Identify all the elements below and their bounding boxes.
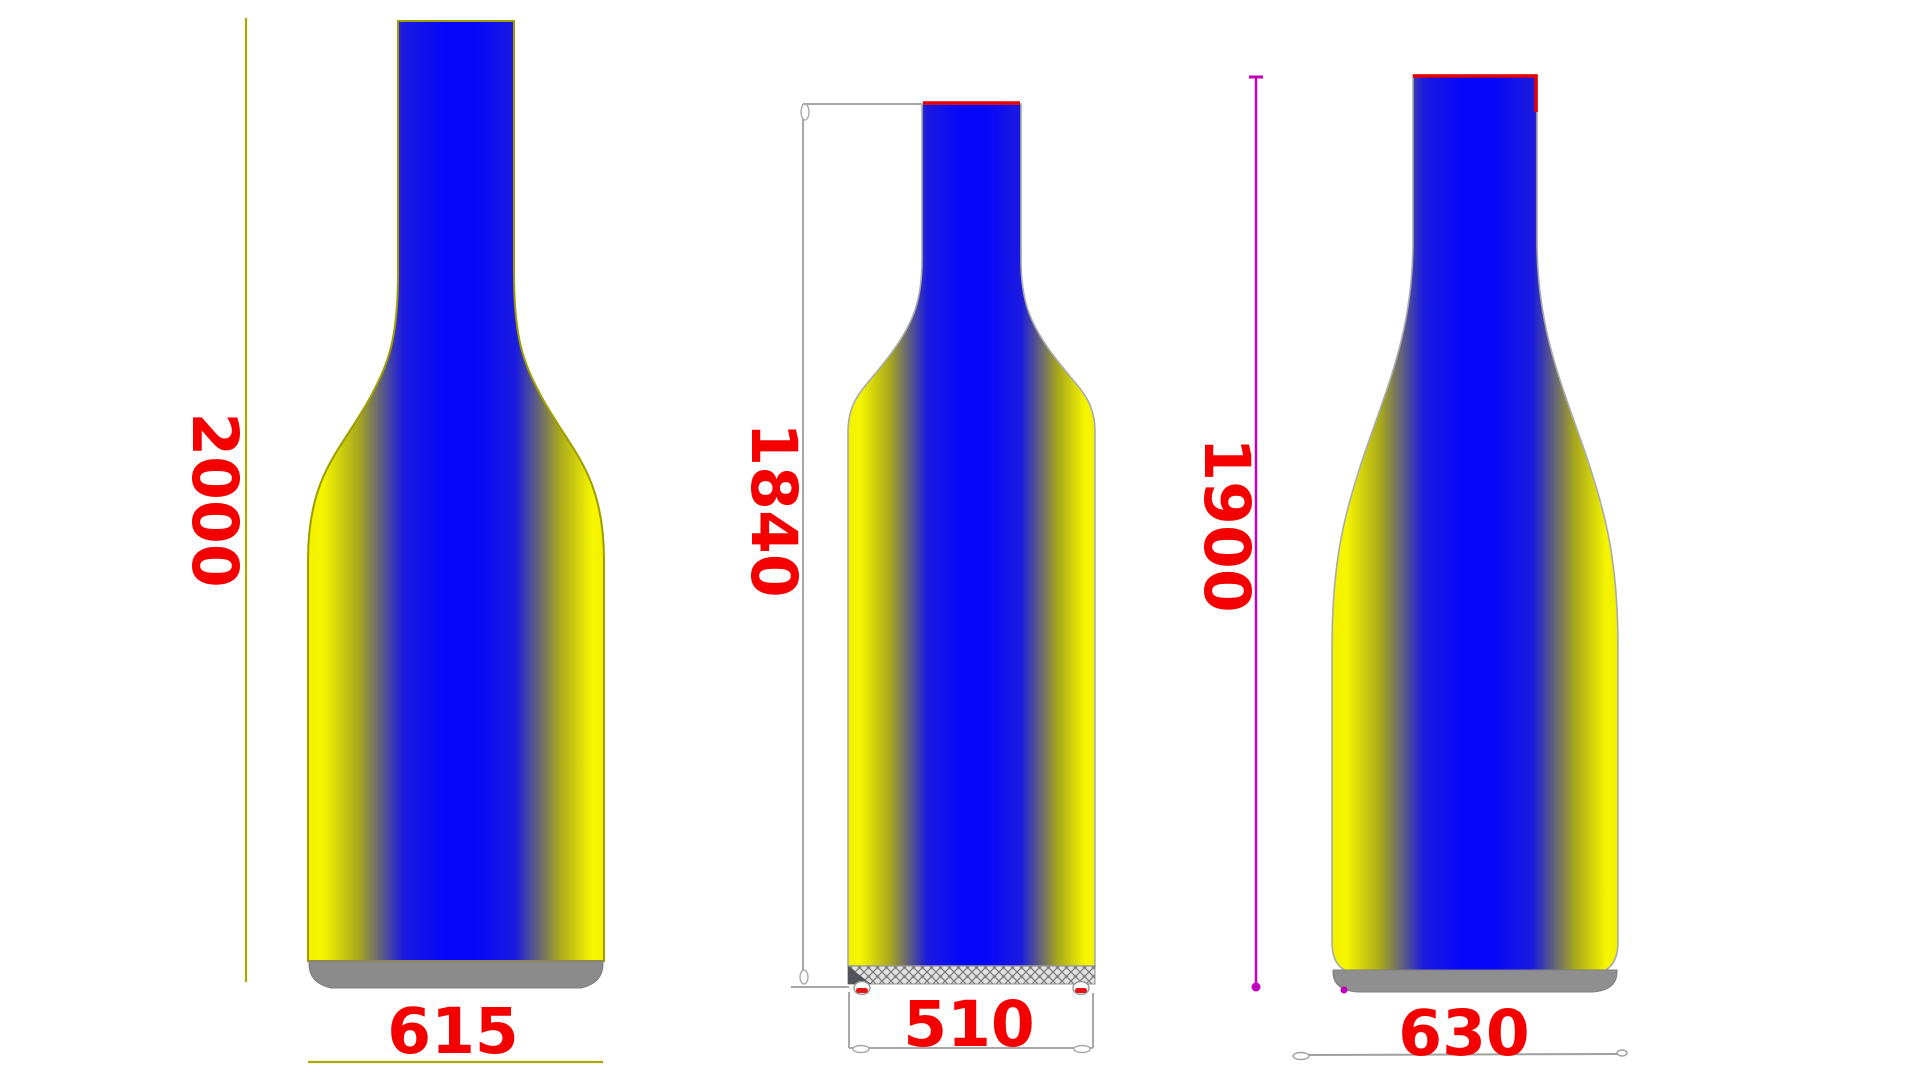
middle-width-label: 510 — [903, 988, 1035, 1061]
left-bottle-base — [308, 960, 604, 989]
left-bottle-body — [307, 20, 605, 962]
middle-datum-markers — [853, 980, 1090, 996]
datum-marker-left-red — [856, 988, 868, 993]
middle-bottle-body — [847, 103, 1096, 967]
right-height-label: 1900 — [1190, 437, 1263, 612]
right-width-dimension-line — [1306, 1053, 1620, 1056]
dimension-labels: 2000 615 1840 510 1900 630 — [178, 412, 1530, 1070]
right-height-bottom-dot — [1251, 982, 1261, 992]
leader-hook-top — [800, 103, 810, 121]
left-dimension-lines — [244, 18, 603, 1064]
right-base-datum-dot — [1340, 986, 1348, 994]
right-bottle-base — [1332, 969, 1618, 993]
leader-hook-width-left — [1292, 1051, 1310, 1061]
middle-dimension-lines — [791, 103, 1094, 1054]
left-width-label: 615 — [387, 995, 519, 1068]
middle-bottle-knurled-base — [847, 965, 1096, 985]
right-bottle — [1331, 74, 1619, 993]
right-bottle-body — [1331, 74, 1619, 974]
leader-hook-bottom — [799, 969, 809, 985]
leader-hook-box-right — [1073, 1044, 1091, 1054]
right-width-label: 630 — [1398, 997, 1530, 1070]
left-height-label: 2000 — [178, 412, 251, 587]
middle-bottle-base-shadow — [848, 966, 871, 984]
middle-bottle — [847, 101, 1096, 985]
middle-height-label: 1840 — [737, 422, 810, 597]
leader-hook-width-right — [1616, 1049, 1628, 1057]
leader-hook-box-left — [852, 1044, 870, 1054]
right-dimension-lines — [1249, 75, 1628, 1061]
right-bottle-cap-line — [1413, 74, 1538, 112]
left-bottle — [307, 20, 605, 989]
datum-marker-right-red — [1075, 988, 1087, 993]
